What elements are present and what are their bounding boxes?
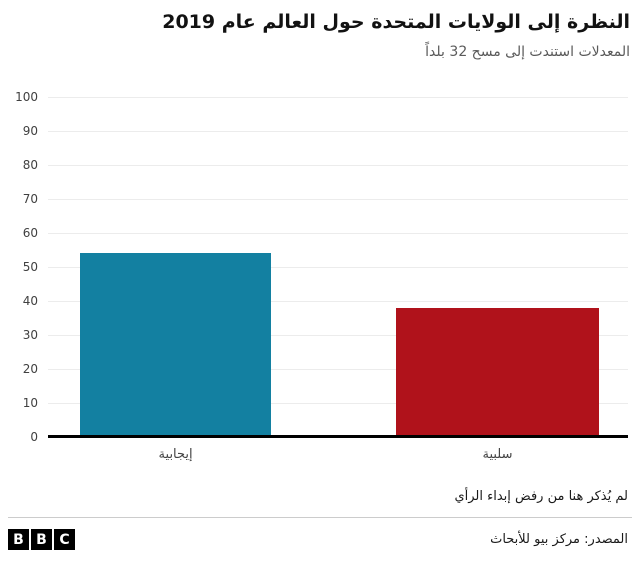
gridline xyxy=(48,403,628,404)
bbc-logo-letter: B xyxy=(8,529,29,550)
y-tick-label: 10 xyxy=(22,396,38,410)
category-axis: إيجابية سلبية xyxy=(48,447,628,467)
footer-divider xyxy=(8,517,632,518)
y-tick-label: 50 xyxy=(22,260,38,274)
y-tick-label: 100 xyxy=(15,90,38,104)
gridline xyxy=(48,165,628,166)
footer: B B C المصدر: مركز بيو للأبحاث xyxy=(8,527,628,557)
gridline xyxy=(48,131,628,132)
page-subtitle: المعدلات استندت إلى مسح 32 بلداً xyxy=(425,44,630,60)
y-tick-label: 20 xyxy=(22,362,38,376)
page-title: النظرة إلى الولايات المتحدة حول العالم ع… xyxy=(162,11,630,33)
y-tick-label: 30 xyxy=(22,328,38,342)
gridline xyxy=(48,335,628,336)
gridline xyxy=(48,233,628,234)
bbc-logo-letter: C xyxy=(54,529,75,550)
gridline xyxy=(48,199,628,200)
gridline xyxy=(48,267,628,268)
y-tick-label: 90 xyxy=(22,124,38,138)
gridline xyxy=(48,369,628,370)
chart-area: 100 90 80 70 60 50 40 30 20 10 0 xyxy=(8,90,628,444)
bbc-logo: B B C xyxy=(8,529,75,550)
category-label-positive: إيجابية xyxy=(158,447,193,462)
source-credit: المصدر: مركز بيو للأبحاث xyxy=(490,532,628,547)
y-axis: 100 90 80 70 60 50 40 30 20 10 0 xyxy=(8,90,42,444)
y-tick-label: 80 xyxy=(22,158,38,172)
bar-positive xyxy=(79,253,272,437)
y-tick-label: 60 xyxy=(22,226,38,240)
category-label-negative: سلبية xyxy=(482,447,513,462)
bar-negative xyxy=(396,307,599,437)
y-tick-label: 70 xyxy=(22,192,38,206)
x-axis-baseline xyxy=(48,435,628,438)
chart-footnote: لم يُذكر هنا من رفض إبداء الرأي xyxy=(454,489,628,504)
y-tick-label: 0 xyxy=(30,430,38,444)
gridline xyxy=(48,97,628,98)
gridline xyxy=(48,301,628,302)
plot-area xyxy=(48,97,628,438)
y-tick-label: 40 xyxy=(22,294,38,308)
bbc-logo-letter: B xyxy=(31,529,52,550)
